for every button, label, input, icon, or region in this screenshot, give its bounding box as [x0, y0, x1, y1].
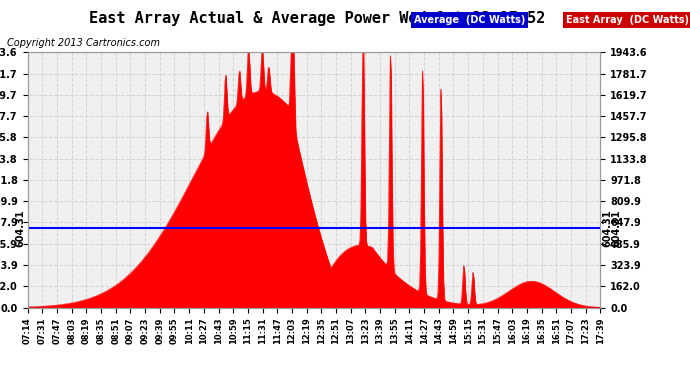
Text: East Array  (DC Watts): East Array (DC Watts) — [566, 15, 689, 25]
Text: 604.31: 604.31 — [602, 210, 612, 247]
Text: Average  (DC Watts): Average (DC Watts) — [414, 15, 525, 25]
Text: Copyright 2013 Cartronics.com: Copyright 2013 Cartronics.com — [7, 38, 160, 48]
Text: 604.31: 604.31 — [612, 210, 622, 247]
Text: 604.31: 604.31 — [16, 210, 26, 247]
Text: East Array Actual & Average Power Wed Oct 23 17:52: East Array Actual & Average Power Wed Oc… — [89, 11, 546, 26]
